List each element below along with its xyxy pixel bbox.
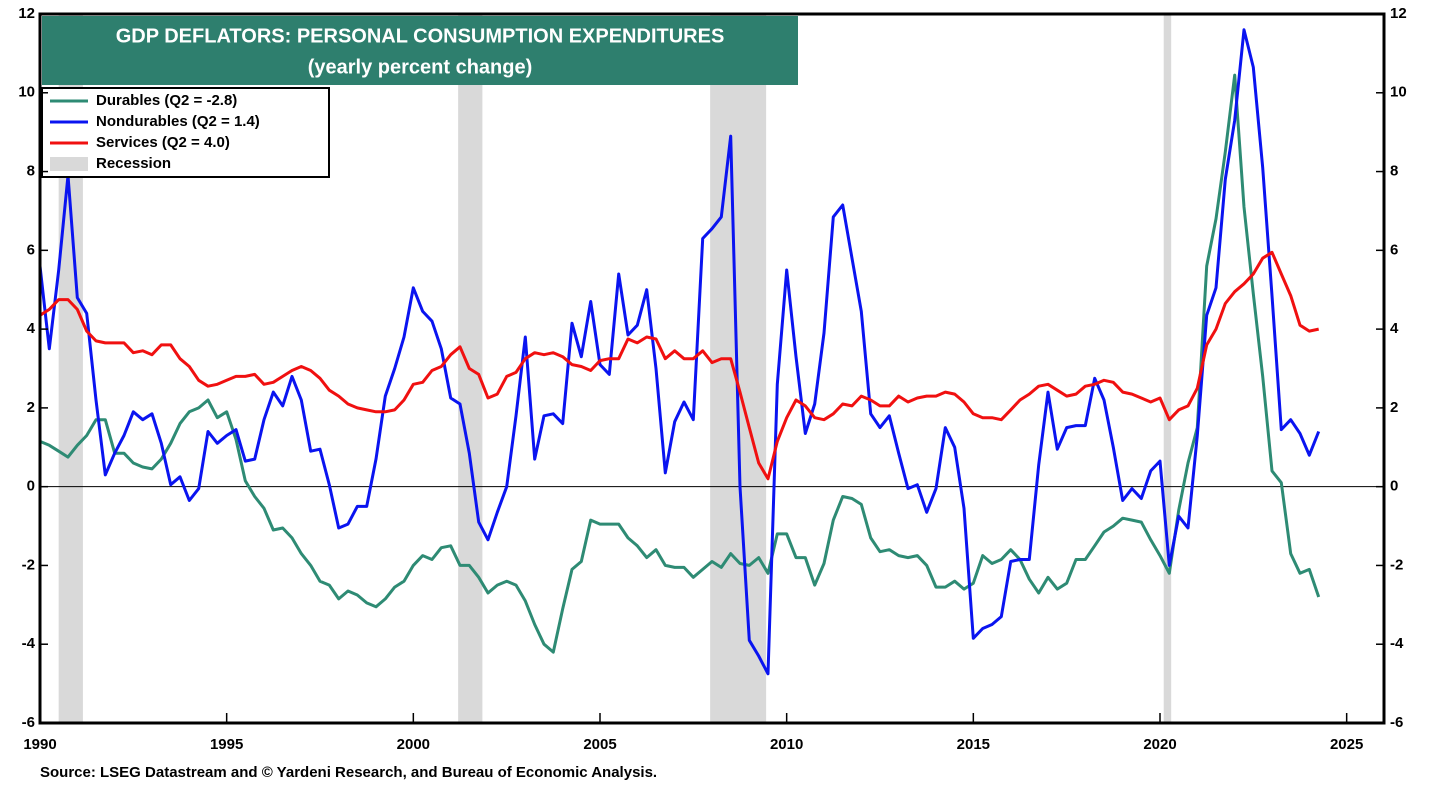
y-tick-label: 2	[27, 399, 35, 416]
recession-band	[1163, 14, 1172, 723]
y2-tick-label: 0	[1390, 478, 1398, 495]
y2-tick-label: 8	[1390, 163, 1398, 180]
chart-subtitle: (yearly percent change)	[308, 56, 533, 78]
y2-tick-label: 12	[1390, 5, 1407, 22]
y-tick-label: 4	[27, 320, 36, 337]
y-tick-label: 6	[27, 241, 35, 258]
y-tick-label: 8	[27, 163, 35, 180]
x-tick-label: 2005	[583, 736, 616, 753]
y-tick-label: 12	[18, 5, 35, 22]
legend-label: Recession	[96, 155, 171, 172]
legend-box	[41, 87, 330, 178]
x-tick-label: 2020	[1143, 736, 1176, 753]
y-tick-label: 0	[27, 478, 35, 495]
x-tick-label: 2000	[397, 736, 430, 753]
legend-label: Services (Q2 = 4.0)	[96, 134, 230, 151]
series-line	[39, 73, 1321, 654]
y-tick-label: -6	[22, 714, 35, 731]
plot-frame	[38, 12, 1386, 725]
x-tick-label: 1990	[23, 736, 56, 753]
y2-tick-label: -4	[1390, 635, 1404, 652]
legend-label: Durables (Q2 = -2.8)	[96, 92, 237, 109]
y-tick-label: -4	[22, 635, 36, 652]
y2-tick-label: 6	[1390, 241, 1398, 258]
title-box	[42, 16, 798, 85]
y2-tick-label: 4	[1390, 320, 1399, 337]
x-tick-label: 2025	[1330, 736, 1363, 753]
y-tick-label: -2	[22, 556, 35, 573]
y2-tick-label: -2	[1390, 556, 1403, 573]
x-tick-label: 2015	[957, 736, 990, 753]
y2-tick-label: -6	[1390, 714, 1403, 731]
series-line	[39, 250, 1320, 481]
chart-title: GDP DEFLATORS: PERSONAL CONSUMPTION EXPE…	[116, 25, 725, 47]
y2-tick-label: 10	[1390, 84, 1407, 101]
source-note: Source: LSEG Datastream and © Yardeni Re…	[40, 764, 657, 781]
y2-tick-label: 2	[1390, 399, 1398, 416]
series-line	[38, 28, 1321, 676]
x-tick-label: 1995	[210, 736, 243, 753]
x-tick-label: 2010	[770, 736, 803, 753]
legend-swatch	[50, 157, 88, 171]
legend-label: Nondurables (Q2 = 1.4)	[96, 113, 260, 130]
y-tick-label: 10	[18, 84, 35, 101]
